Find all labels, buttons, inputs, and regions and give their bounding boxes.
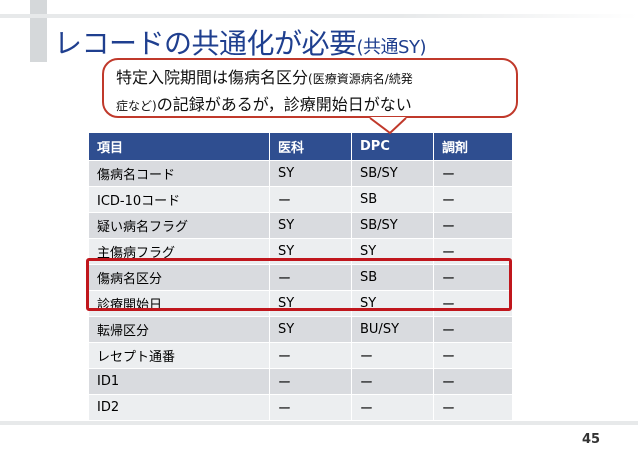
top-divider-fade xyxy=(400,14,638,18)
top-divider xyxy=(0,14,638,18)
table-row: レセプト通番 ー ー ー xyxy=(88,342,513,369)
cell-dpc: ー xyxy=(351,368,434,395)
cell-pharmacy: ー xyxy=(433,212,513,239)
cell-item: レセプト通番 xyxy=(88,342,270,369)
bottom-divider xyxy=(0,421,638,425)
callout-line-2-main: の記録があるが，診療開始日がない xyxy=(156,95,412,114)
callout-line-1-main: 特定入院期間は傷病名区分 xyxy=(116,68,309,87)
cell-dpc: SB xyxy=(351,264,434,291)
header-dpc: DPC xyxy=(351,132,434,161)
cell-medical: SY xyxy=(269,160,352,187)
slide-title-main: レコードの共通化が必要 xyxy=(54,27,357,60)
cell-dpc: ー xyxy=(351,394,434,421)
cell-medical: SY xyxy=(269,212,352,239)
cell-dpc: SB/SY xyxy=(351,160,434,187)
cell-medical: ー xyxy=(269,394,352,421)
cell-item: ID2 xyxy=(88,394,270,421)
cell-item: 転帰区分 xyxy=(88,316,270,343)
table-row: ID1 ー ー ー xyxy=(88,368,513,395)
cell-item: 傷病名区分 xyxy=(88,264,270,291)
cell-pharmacy: ー xyxy=(433,264,513,291)
cell-dpc: BU/SY xyxy=(351,316,434,343)
table-row: 傷病名区分 ー SB ー xyxy=(88,264,513,291)
cell-item: 傷病名コード xyxy=(88,160,270,187)
callout-pointer xyxy=(369,117,407,135)
page-number: 45 xyxy=(582,432,601,447)
slide-title-sub: (共通SY) xyxy=(356,37,427,58)
cell-medical: ー xyxy=(269,342,352,369)
record-table: 項目 医科 DPC 調剤 傷病名コード SY SB/SY ー ICD-10コード… xyxy=(88,132,513,421)
cell-medical: ー xyxy=(269,264,352,291)
header-medical: 医科 xyxy=(269,132,352,161)
cell-dpc: SB/SY xyxy=(351,212,434,239)
cell-pharmacy: ー xyxy=(433,186,513,213)
cell-dpc: ー xyxy=(351,342,434,369)
cell-pharmacy: ー xyxy=(433,368,513,395)
cell-pharmacy: ー xyxy=(433,394,513,421)
table-row: ID2 ー ー ー xyxy=(88,394,513,421)
highlight-box xyxy=(86,258,512,311)
callout-line-2-small: 症など) xyxy=(116,99,157,113)
header-pharmacy: 調剤 xyxy=(433,132,513,161)
cell-dpc: SY xyxy=(351,290,434,317)
cell-pharmacy: ー xyxy=(433,342,513,369)
callout-box: 特定入院期間は傷病名区分(医療資源病名/続発 症など)の記録があるが，診療開始日… xyxy=(102,58,518,118)
cell-pharmacy: ー xyxy=(433,160,513,187)
cell-dpc: SB xyxy=(351,186,434,213)
cell-item: ICD-10コード xyxy=(88,186,270,213)
cell-medical: SY xyxy=(269,290,352,317)
cell-pharmacy: ー xyxy=(433,316,513,343)
cell-medical: SY xyxy=(269,316,352,343)
table-row: 転帰区分 SY BU/SY ー xyxy=(88,316,513,343)
callout-line-1-small: (医療資源病名/続発 xyxy=(308,72,413,86)
title-accent-bar xyxy=(30,0,47,62)
cell-medical: ー xyxy=(269,368,352,395)
header-item: 項目 xyxy=(88,132,270,161)
table-header-row: 項目 医科 DPC 調剤 xyxy=(88,132,513,161)
slide-title: レコードの共通化が必要(共通SY) xyxy=(54,22,426,62)
callout-line-2: 症など)の記録があるが，診療開始日がない xyxy=(116,92,506,119)
table-row: ICD-10コード ー SB ー xyxy=(88,186,513,213)
table-row: 傷病名コード SY SB/SY ー xyxy=(88,160,513,187)
callout-line-1: 特定入院期間は傷病名区分(医療資源病名/続発 xyxy=(116,65,506,92)
cell-medical: ー xyxy=(269,186,352,213)
cell-item: ID1 xyxy=(88,368,270,395)
table-row: 疑い病名フラグ SY SB/SY ー xyxy=(88,212,513,239)
cell-item: 疑い病名フラグ xyxy=(88,212,270,239)
